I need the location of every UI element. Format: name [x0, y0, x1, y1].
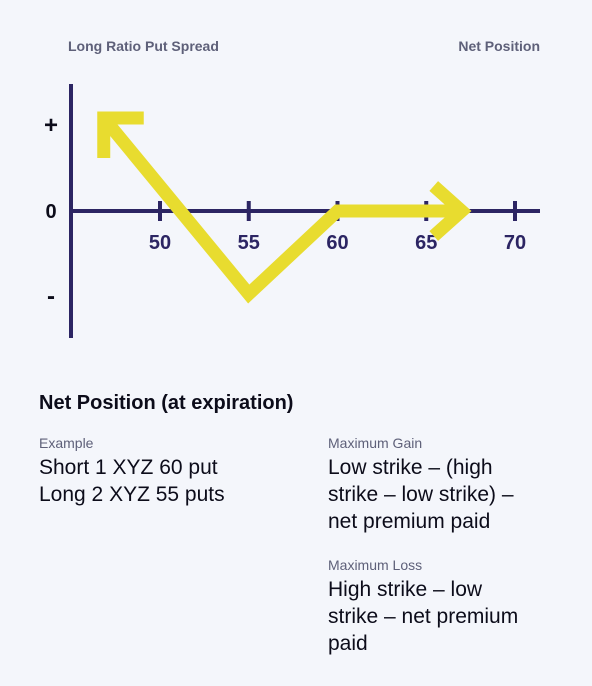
chart-subtitle: Net Position	[458, 38, 540, 54]
y-tick-label: +	[44, 112, 58, 139]
y-tick-label: -	[47, 283, 55, 310]
max-gain-label: Maximum Gain	[328, 435, 423, 451]
payoff-line	[98, 113, 462, 304]
max-loss-line: High strike – low	[328, 578, 483, 601]
chart-title: Long Ratio Put Spread	[68, 38, 219, 54]
max-gain-line: net premium paid	[328, 510, 491, 533]
max-gain-line: strike – low strike) –	[328, 483, 514, 506]
max-loss-block: Maximum Loss High strike – low strike – …	[328, 557, 518, 657]
x-tick-label: 50	[149, 232, 171, 254]
max-loss-text: High strike – low strike – net premium p…	[328, 576, 518, 657]
example-text: Short 1 XYZ 60 put Long 2 XYZ 55 puts	[39, 454, 225, 508]
max-loss-line: paid	[328, 632, 368, 655]
max-gain-block: Maximum Gain Low strike – (high strike –…	[328, 435, 514, 535]
max-loss-label: Maximum Loss	[328, 557, 423, 573]
max-loss-line: strike – net premium	[328, 605, 519, 628]
right-arrowhead	[429, 181, 472, 241]
y-tick-label: 0	[45, 201, 56, 223]
x-tick-label: 70	[504, 232, 526, 254]
net-position-heading: Net Position (at expiration)	[39, 392, 294, 414]
example-line: Short 1 XYZ 60 put	[39, 456, 218, 479]
example-block: Example Short 1 XYZ 60 put Long 2 XYZ 55…	[39, 435, 225, 508]
x-tick-label: 60	[326, 232, 348, 254]
max-gain-text: Low strike – (high strike – low strike) …	[328, 454, 514, 535]
payoff-chart: 50 55 60 65 70 +0 -	[44, 84, 540, 338]
example-label: Example	[39, 435, 94, 451]
max-gain-line: Low strike – (high	[328, 456, 493, 479]
example-line: Long 2 XYZ 55 puts	[39, 483, 225, 506]
x-tick-label: 65	[415, 232, 437, 254]
left-arrowhead	[97, 111, 144, 158]
x-tick-label: 55	[238, 232, 260, 254]
